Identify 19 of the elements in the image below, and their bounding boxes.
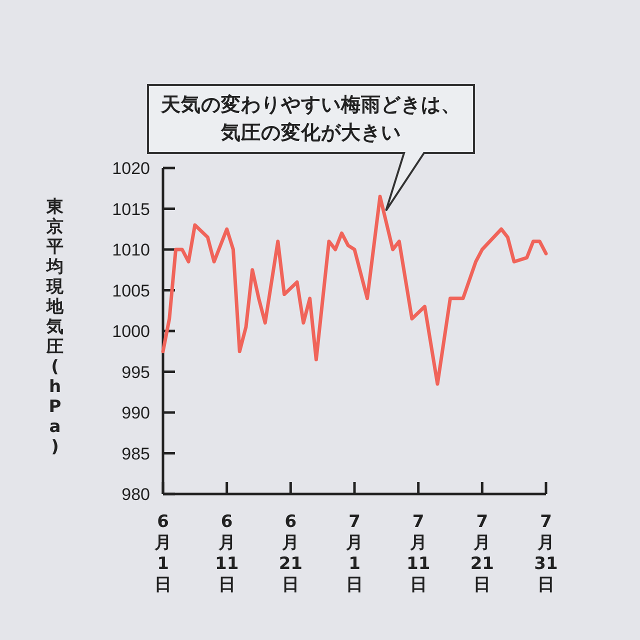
- y-tick-label: 1010: [112, 240, 150, 260]
- x-tick-label: 7月1日: [345, 512, 363, 595]
- x-tick-label: 7月21日: [470, 512, 494, 595]
- text: 東京平均現地気圧(hPa): [46, 197, 64, 457]
- y-tick-label: 995: [122, 362, 150, 382]
- x-tick-label: 6月11日: [214, 512, 239, 595]
- line-series: [161, 194, 548, 386]
- y-tick-label: 1000: [112, 322, 150, 341]
- y-tick-label: 985: [122, 444, 150, 464]
- y-tick-label: 980: [122, 485, 150, 504]
- x-tick-label: 6月21日: [278, 512, 303, 595]
- y-tick-label: 1005: [112, 281, 150, 300]
- y-tick-label: 1020: [112, 159, 150, 178]
- annotation: 天気の変わりやすい梅雨どきは、気圧の変化が大きい: [160, 92, 462, 146]
- x-tick-label: 6月1日: [154, 512, 172, 595]
- x-tick-label: 7月31日: [534, 512, 558, 595]
- y-tick-label: 990: [122, 404, 150, 422]
- y-tick-label: 1015: [112, 200, 150, 219]
- x-tick-label: 7月11日: [406, 512, 430, 595]
